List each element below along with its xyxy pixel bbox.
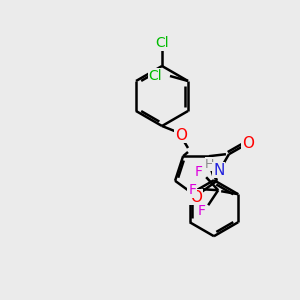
Text: H: H: [205, 158, 214, 171]
Text: F: F: [194, 165, 202, 179]
Text: O: O: [242, 136, 254, 151]
Text: Cl: Cl: [148, 69, 162, 83]
Text: N: N: [213, 163, 225, 178]
Text: O: O: [190, 190, 202, 205]
Text: F: F: [197, 204, 205, 218]
Text: F: F: [188, 183, 196, 197]
Text: O: O: [175, 128, 187, 142]
Text: Cl: Cl: [155, 36, 169, 50]
